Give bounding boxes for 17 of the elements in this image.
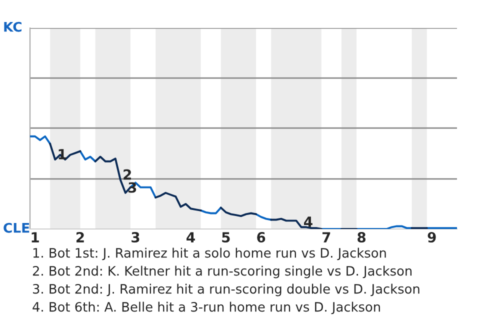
x-tick-label: 6 — [257, 232, 266, 243]
x-tick-label: 1 — [32, 232, 39, 242]
x-tick-label: 2 — [76, 232, 84, 242]
x-tick-label: 7 — [322, 232, 330, 242]
x-tick-label: 4 — [186, 232, 195, 242]
x-tick-label: 3 — [132, 232, 140, 243]
text: CLE — [4, 222, 30, 233]
x-tick-label: 9 — [428, 232, 436, 243]
annotation: 2 — [124, 169, 131, 180]
x-tick-label: 5 — [222, 232, 230, 243]
text: 1. Bot 1st: J. Ramirez hit a solo home run vs D. Jackson — [33, 248, 386, 260]
x-tick-label: 8 — [358, 232, 366, 243]
annotation: 4 — [304, 216, 312, 227]
text: 4. Bot 6th: A. Belle hit a 3-run home run vs D. Jackson — [32, 302, 380, 314]
text: 3. Bot 2nd: J. Ramirez hit a run-scoring double vs D. Jackson — [32, 284, 420, 296]
text: 2. Bot 2nd: K. Keltner hit a run-scoring single vs D. Jackson — [32, 266, 412, 278]
text: KC — [4, 22, 22, 32]
